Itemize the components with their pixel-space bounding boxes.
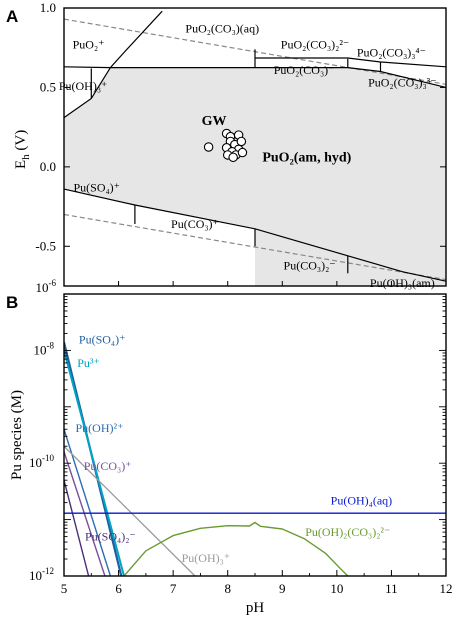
panel-b-series-group <box>64 341 446 576</box>
field-label-pu-co: Pu(CO₃)₂⁻ <box>284 258 336 272</box>
panel-a-letter: A <box>6 7 18 26</box>
line-label-pu-oh: Pu(OH)²⁺ <box>76 421 124 435</box>
panel-b-xtick-label: 6 <box>115 581 122 596</box>
gw-sample-point <box>228 152 238 163</box>
line-label-pu-so: Pu(SO₄)⁺ <box>79 333 126 347</box>
panel-b: B 10-8 10-10 10-12 5 6 7 8 9 10 11 12 pH Pu species (… <box>6 293 453 616</box>
panel-a-ytick-label: 0.0 <box>40 159 56 174</box>
water-line-lower <box>63 213 447 281</box>
line-label-pu-oh: Pu(OH)₃⁺ <box>182 551 231 565</box>
panel-a-ylabel-unit: (V) <box>13 130 29 155</box>
panel-b-ytick-exp: -10 <box>42 453 54 463</box>
line-label-pu-so: Pu(SO₄)₂⁻ <box>85 530 136 544</box>
panel-b-xtick-label: 5 <box>61 581 68 596</box>
gw-sample-point <box>236 136 247 147</box>
field-label-puo: PuO₂⁺ <box>73 38 105 52</box>
field-label-puo-co: PuO₂(CO₃)₃⁴⁻ <box>357 45 426 59</box>
line-label-pu-oh-aq: Pu(OH)₄(aq) <box>331 493 393 507</box>
field-label-pu-oh: Pu(OH)₃⁺ <box>59 79 108 93</box>
puo2-field-shading <box>64 67 446 286</box>
panel-a-ylabel-sub: h <box>20 154 32 160</box>
panel-a-ytick-label: 1.0 <box>40 0 56 15</box>
panel-b-xtick-label: 12 <box>440 581 453 596</box>
panel-b-ytick-exp: -12 <box>42 566 54 576</box>
panel-a-ytick-label: 0.5 <box>40 79 56 94</box>
panel-a-ylabel: Eh (V) <box>13 130 32 169</box>
panel-a-bottom-left-label: 10-6 <box>36 278 57 295</box>
panel-b-ylabel: Pu species (M) <box>9 390 25 480</box>
gw-sample-point <box>237 147 248 158</box>
panel-a-ytick-label: -0.5 <box>35 238 56 253</box>
panel-b-ytick-label: 10-10 <box>29 453 54 470</box>
field-label-pu-so: Pu(SO₄)⁺ <box>73 181 120 195</box>
series-line-pu-so <box>64 480 90 576</box>
panel-b-xtick-label: 10 <box>330 581 343 596</box>
panel-b-ytick-label: 10-12 <box>29 566 54 583</box>
panel-b-ytick-label: 10-8 <box>34 340 55 357</box>
field-label-puo-co: PuO₂(CO₃)⁻ <box>274 63 335 77</box>
panel-b-ytick-exp: -8 <box>47 340 55 350</box>
line-label-pu-oh-co: Pu(OH)₂(CO₃)₂²⁻ <box>305 525 390 539</box>
field-boundary-1 <box>63 10 163 119</box>
field-label-puo-co: PuO₂(CO₃)₃³⁻ <box>368 76 436 90</box>
line-label-pu: Pu³⁺ <box>77 356 100 370</box>
series-line-pu-oh <box>64 445 196 576</box>
field-label-pu-co: Pu(CO₃)⁺ <box>171 217 219 231</box>
field-label-pu-oh-am: Pu(OH)₃(am) <box>370 276 435 290</box>
panel-b-xtick-label: 8 <box>224 581 231 596</box>
line-label-pu-co: Pu(CO₃)⁺ <box>84 459 132 473</box>
panel-b-letter: B <box>6 293 18 312</box>
series-line-pu-oh-co <box>123 521 349 576</box>
panel-b-xtick-label: 7 <box>170 581 177 596</box>
gw-sample-point <box>203 142 214 152</box>
field-label-gw: GW <box>202 114 227 129</box>
panel-b-xlabel: pH <box>246 600 265 616</box>
field-label-puo-co-aq: PuO₂(CO₃)(aq) <box>185 22 259 36</box>
panel-b-xtick-label: 9 <box>279 581 286 596</box>
panel-a-bottom-left-exp: -6 <box>49 278 57 288</box>
field-label-puo-co: PuO₂(CO₃)₂²⁻ <box>281 38 349 52</box>
field-label-puo-am-hyd: PuO₂(am, hyd) <box>262 150 351 165</box>
panel-a-frame <box>63 7 447 287</box>
panel-b-xtick-label: 11 <box>385 581 398 596</box>
field-boundary-9 <box>255 57 447 68</box>
series-line-pu <box>64 350 125 576</box>
panel-a: A 1.0 0.5 0.0 -0.5 10-6 Eh (V) PuO₂(CO₃)(aq) PuO… <box>6 0 447 295</box>
field-boundary-2 <box>63 188 447 282</box>
